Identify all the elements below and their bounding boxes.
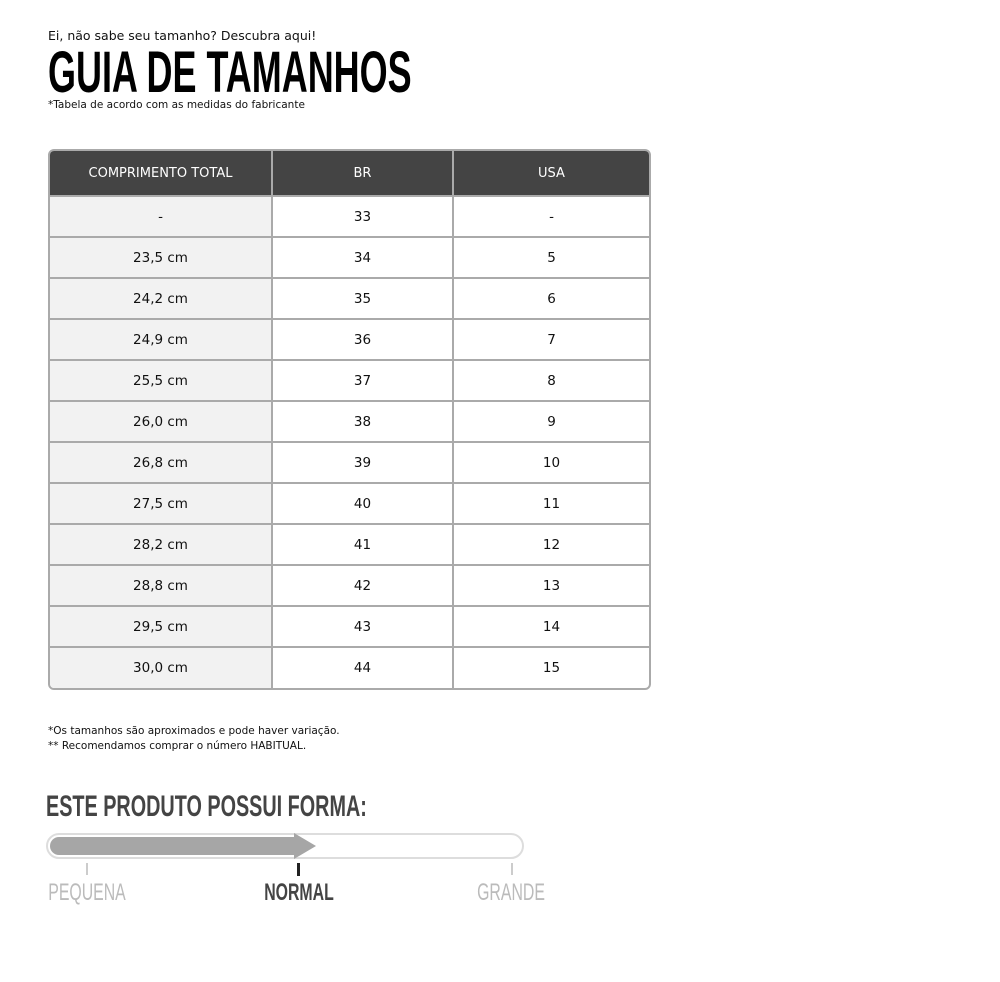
table-cell: 8 (453, 359, 649, 401)
table-cell: 5 (453, 236, 649, 278)
table-cell: 41 (272, 523, 454, 565)
fit-scale-fill (50, 837, 294, 855)
table-row: 27,5 cm 40 11 (50, 482, 649, 524)
footnotes: *Os tamanhos são aproximados e pode have… (48, 724, 340, 754)
subtitle: Ei, não sabe seu tamanho? Descubra aqui! (48, 28, 317, 43)
table-cell: 30,0 cm (50, 646, 273, 688)
size-table: COMPRIMENTO TOTAL BR USA -33-23,5 cm 34 5 2… (48, 149, 651, 690)
manufacturer-note: *Tabela de acordo com as medidas do fabr… (48, 99, 305, 111)
footnote: ** Recomendamos comprar o número HABITUA… (48, 740, 307, 752)
footnote: *Os tamanhos são aproximados e pode have… (48, 725, 340, 737)
table-cell: 40 (272, 482, 454, 524)
table-cell: 33 (272, 195, 454, 237)
tick-mark (511, 863, 513, 875)
table-cell: 44 (272, 646, 454, 688)
table-row: -33- (50, 195, 649, 237)
fit-label-normal: NORMAL (264, 879, 334, 906)
tick-mark (86, 863, 88, 875)
table-cell: 12 (453, 523, 649, 565)
table-cell: 39 (272, 441, 454, 483)
page-title: GUIA DE TAMANHOS (48, 40, 412, 105)
column-header: BR (272, 151, 454, 196)
table-row: 25,5 cm 37 8 (50, 359, 649, 401)
fit-label-large: GRANDE (477, 879, 545, 906)
table-cell: 10 (453, 441, 649, 483)
table-cell: 38 (272, 400, 454, 442)
column-header: COMPRIMENTO TOTAL (50, 151, 273, 196)
table-cell: 9 (453, 400, 649, 442)
table-cell: 26,8 cm (50, 441, 273, 483)
table-cell: 43 (272, 605, 454, 647)
table-cell: - (50, 195, 273, 237)
table-row: 26,8 cm 39 10 (50, 441, 649, 483)
table-header: COMPRIMENTO TOTAL BR USA (50, 151, 649, 196)
table-cell: 37 (272, 359, 454, 401)
table-row: 26,0 cm 38 9 (50, 400, 649, 442)
table-cell: 23,5 cm (50, 236, 273, 278)
table-cell: 14 (453, 605, 649, 647)
tick-mark (297, 863, 300, 876)
table-cell: 42 (272, 564, 454, 606)
column-header: USA (453, 151, 649, 196)
table-row: 28,8 cm 42 13 (50, 564, 649, 606)
table-cell: 28,8 cm (50, 564, 273, 606)
table-cell: 13 (453, 564, 649, 606)
table-cell: 26,0 cm (50, 400, 273, 442)
table-cell: 24,2 cm (50, 277, 273, 319)
table-cell: 28,2 cm (50, 523, 273, 565)
table-cell: 6 (453, 277, 649, 319)
fit-arrow-icon (294, 833, 316, 859)
table-cell: 29,5 cm (50, 605, 273, 647)
table-row: 29,5 cm 43 14 (50, 605, 649, 647)
table-row: 23,5 cm 34 5 (50, 236, 649, 278)
table-cell: 25,5 cm (50, 359, 273, 401)
table-cell: 27,5 cm (50, 482, 273, 524)
fit-label-small: PEQUENA (48, 879, 126, 906)
table-cell: 35 (272, 277, 454, 319)
table-cell: 24,9 cm (50, 318, 273, 360)
table-row: 28,2 cm 41 12 (50, 523, 649, 565)
fit-title: ESTE PRODUTO POSSUI FORMA: (46, 790, 367, 823)
table-row: 24,9 cm 36 7 (50, 318, 649, 360)
table-cell: 11 (453, 482, 649, 524)
table-cell: 36 (272, 318, 454, 360)
table-cell: 7 (453, 318, 649, 360)
table-cell: 34 (272, 236, 454, 278)
table-row: 24,2 cm 35 6 (50, 277, 649, 319)
table-row: 30,0 cm 44 15 (50, 646, 649, 688)
table-cell: - (453, 195, 649, 237)
table-cell: 15 (453, 646, 649, 688)
